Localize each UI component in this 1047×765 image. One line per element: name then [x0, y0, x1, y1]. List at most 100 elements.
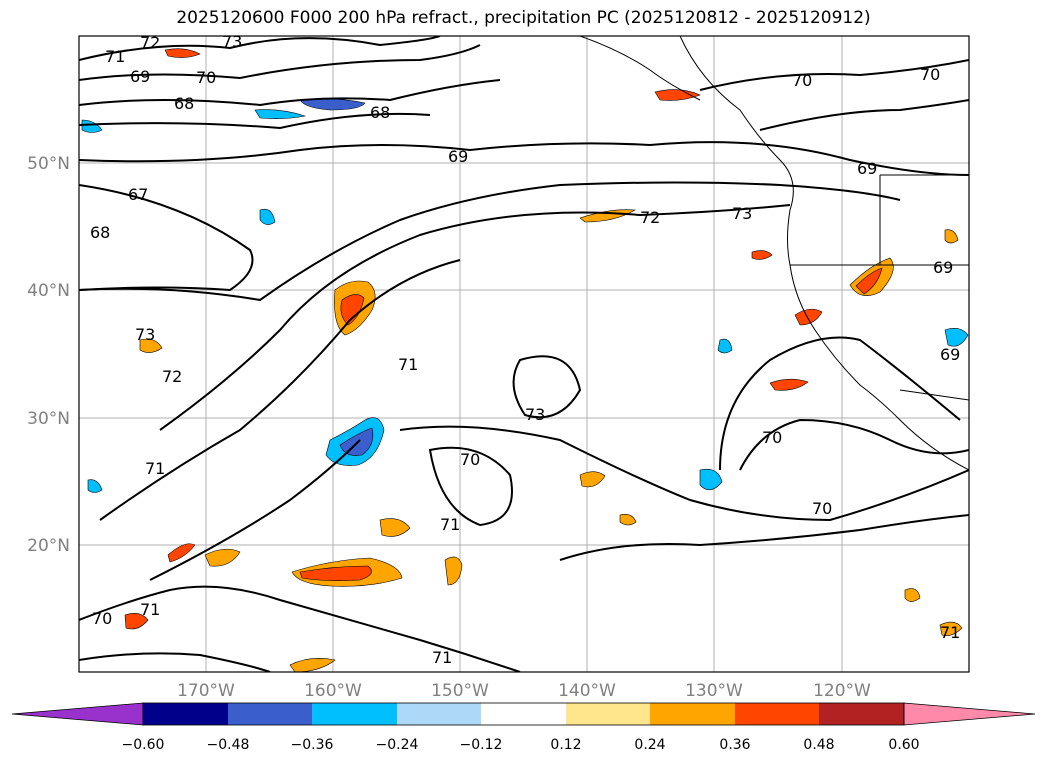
lat-label: 30°N [27, 409, 70, 429]
contour-line [739, 418, 969, 471]
precip-area [619, 514, 637, 526]
contour-label: 68 [370, 103, 390, 122]
precip-area [340, 294, 365, 326]
contour-label: 71 [145, 459, 165, 478]
contour-label: 69 [940, 345, 960, 364]
contour-line [79, 184, 254, 292]
contour-label: 70 [812, 499, 832, 518]
precip-area [379, 518, 411, 537]
colorbar-segment [312, 703, 397, 725]
lon-label: 130°W [685, 681, 743, 701]
contour-line [79, 79, 501, 107]
contour-label: 73 [732, 204, 752, 223]
longitude-labels: 170°W 160°W 150°W 140°W 130°W 120°W [177, 681, 871, 701]
contour-label: 70 [92, 609, 112, 628]
contour-line [79, 44, 481, 81]
colorbar-tick-label: 0.24 [634, 737, 665, 753]
colorbar-segment [481, 703, 566, 725]
contour-line [759, 99, 969, 131]
contour-line [79, 141, 969, 176]
precip-area [444, 556, 463, 586]
precip-area [164, 48, 201, 58]
precip-area [81, 119, 103, 133]
precip-area [654, 89, 701, 101]
coastlines [579, 36, 969, 471]
colorbar-segment [650, 703, 735, 725]
contour-line [428, 446, 513, 527]
precip-area [299, 565, 372, 581]
contour-line [79, 652, 271, 672]
contour-label: 71 [440, 515, 460, 534]
colorbar-tick-label: −0.60 [122, 737, 165, 753]
contour-label: 71 [432, 648, 452, 667]
colorbar-extend-high [903, 702, 1036, 726]
contour-label: 68 [90, 223, 110, 242]
precip-shading [81, 48, 969, 672]
contour-line [79, 585, 521, 672]
lon-label: 160°W [304, 681, 362, 701]
colorbar-tick-label: 0.60 [888, 737, 919, 753]
contour-label: 72 [162, 367, 182, 386]
map-content [79, 36, 969, 672]
lat-label: 50°N [27, 154, 70, 174]
lon-label: 170°W [177, 681, 235, 701]
contour-line [149, 439, 361, 581]
contour-label: 72 [140, 33, 160, 52]
precip-area [254, 109, 307, 119]
lon-label: 150°W [431, 681, 489, 701]
colorbar-segment [819, 703, 904, 725]
colorbar-segment [566, 703, 650, 725]
precip-area [167, 543, 196, 563]
contour-labels: 72 73 71 69 70 68 68 69 67 68 72 73 69 7… [90, 32, 960, 667]
precip-area [87, 479, 103, 493]
contour-line [99, 259, 461, 521]
colorbar-segment [397, 703, 481, 725]
precip-area [699, 468, 723, 491]
precip-area [944, 229, 959, 244]
contour-label: 70 [196, 68, 216, 87]
colorbar-segment [143, 703, 228, 725]
precip-area [339, 427, 374, 456]
precip-area [579, 471, 606, 488]
contour-label: 71 [140, 600, 160, 619]
contour-line [559, 514, 969, 561]
contour-label: 73 [525, 405, 545, 424]
precip-area [204, 548, 241, 567]
contour-line [719, 336, 961, 471]
precip-area [769, 378, 809, 391]
colorbar-extend-low [11, 702, 144, 726]
contour-label: 71 [940, 623, 960, 642]
contour-label: 70 [792, 71, 812, 90]
map-frame [78, 35, 970, 673]
border [899, 389, 969, 401]
contour-label: 73 [222, 32, 242, 51]
precip-area [259, 208, 276, 225]
colorbar-segment [228, 703, 312, 725]
contour-line [79, 112, 431, 130]
contour-line [699, 59, 969, 91]
lat-label: 20°N [27, 536, 70, 556]
latitude-labels: 50°N 40°N 30°N 20°N [27, 154, 70, 556]
colorbar-tick-label: −0.36 [291, 737, 334, 753]
colorbar-tick-label: 0.36 [719, 737, 750, 753]
precip-area [124, 613, 149, 630]
colorbar-tick-label: −0.24 [376, 737, 419, 753]
contour-label: 70 [460, 450, 480, 469]
precip-area [717, 338, 733, 354]
contour-label: 71 [105, 47, 125, 66]
contour-line [399, 425, 969, 522]
colorbar-tick-label: −0.48 [207, 737, 250, 753]
map-background [79, 36, 969, 672]
colorbar: −0.60 −0.48 −0.36 −0.24 −0.12 0.12 0.24 … [11, 702, 1036, 753]
colorbar-tick-label: 0.48 [803, 737, 834, 753]
contour-line [159, 204, 791, 431]
contour-label: 70 [920, 65, 940, 84]
precip-area [139, 338, 163, 353]
colorbar-frame [142, 702, 905, 726]
contour-label: 67 [128, 185, 148, 204]
refractivity-contours [79, 36, 969, 672]
contour-label: 69 [448, 147, 468, 166]
colorbar-segment [735, 703, 819, 725]
contour-label: 68 [174, 94, 194, 113]
